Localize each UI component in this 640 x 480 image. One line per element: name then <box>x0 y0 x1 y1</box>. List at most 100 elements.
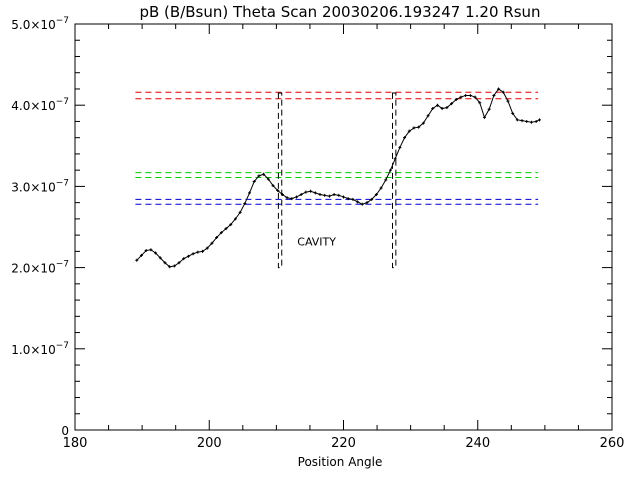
plot-axes: 180 200 220 240 260 0 1.0×10−7 2.0×10−7 3.0×10−7… <box>11 16 624 451</box>
data-point <box>459 95 463 99</box>
data-point <box>309 189 313 193</box>
chart-title: pB (B/Bsun) Theta Scan 20030206.193247 1… <box>139 3 540 21</box>
data-point <box>139 253 143 257</box>
data-point <box>525 119 529 123</box>
data-point <box>149 248 153 252</box>
data-point <box>323 193 327 197</box>
data-point <box>257 174 261 178</box>
data-point <box>346 197 350 201</box>
data-point <box>487 107 491 111</box>
data-point <box>318 193 322 197</box>
data-point <box>144 249 148 253</box>
data-point <box>290 197 294 201</box>
data-point <box>295 195 299 199</box>
data-point <box>172 264 176 268</box>
x-tick-label: 240 <box>465 436 490 451</box>
data-point <box>538 118 542 122</box>
data-point <box>435 103 439 107</box>
y-tick-label: 1.0×10−7 <box>11 341 69 357</box>
x-tick-label: 200 <box>197 436 222 451</box>
data-point <box>219 231 223 235</box>
data-point <box>426 114 430 118</box>
data-point <box>327 194 331 198</box>
data-point <box>332 193 336 197</box>
data-point <box>529 120 533 124</box>
data-point <box>229 223 233 227</box>
data-point <box>205 246 209 250</box>
data-point <box>186 254 190 258</box>
data-point <box>431 106 435 110</box>
y-tick-label: 3.0×10−7 <box>11 178 69 194</box>
data-point <box>511 111 515 115</box>
data-point <box>407 129 411 133</box>
data-point <box>337 193 341 197</box>
data-point <box>534 119 538 123</box>
data-point <box>360 202 364 206</box>
data-point <box>388 168 392 172</box>
data-point <box>158 256 162 260</box>
plot-frame <box>74 23 613 431</box>
x-tick-label: 180 <box>63 436 88 451</box>
data-point <box>280 193 284 197</box>
data-point <box>370 197 374 201</box>
data-point <box>492 93 496 97</box>
data-series <box>135 87 542 269</box>
cavity-annotation: CAVITY <box>297 236 336 249</box>
y-tick-label: 0 <box>61 424 69 438</box>
data-point <box>468 93 472 97</box>
data-point <box>304 190 308 194</box>
data-point <box>182 257 186 261</box>
data-point <box>210 241 214 245</box>
data-point <box>379 186 383 190</box>
cavity-boundary <box>392 92 397 269</box>
data-point <box>154 251 158 255</box>
cavity-boundary <box>277 92 283 269</box>
y-tick-label: 4.0×10−7 <box>11 97 69 113</box>
data-point <box>163 261 167 265</box>
y-tick-label: 5.0×10−7 <box>11 16 69 32</box>
data-point <box>262 172 266 176</box>
cavity-boundaries <box>277 92 397 269</box>
data-point <box>215 236 219 240</box>
data-point <box>473 95 477 99</box>
data-point <box>365 201 369 205</box>
data-point <box>403 136 407 140</box>
x-tick-label: 220 <box>331 436 356 451</box>
y-tick-label: 2.0×10−7 <box>11 260 69 276</box>
data-point <box>351 197 355 201</box>
x-tick-label: 260 <box>600 436 625 451</box>
data-point <box>506 99 510 103</box>
data-point <box>412 126 416 130</box>
data-point <box>440 106 444 110</box>
data-point <box>374 193 378 197</box>
data-point <box>285 196 289 200</box>
data-point <box>421 121 425 125</box>
reference-lines <box>135 91 539 205</box>
data-point <box>201 249 205 253</box>
data-point <box>313 191 317 195</box>
data-point <box>450 102 454 106</box>
data-point <box>276 188 280 192</box>
data-point <box>520 119 524 123</box>
data-point <box>177 261 181 265</box>
data-point <box>478 101 482 105</box>
data-point <box>196 250 200 254</box>
data-point <box>417 125 421 129</box>
data-point <box>515 118 519 122</box>
data-point <box>501 90 505 94</box>
data-point <box>497 87 501 91</box>
data-point <box>252 180 256 184</box>
data-point <box>384 178 388 182</box>
annotations: CAVITY <box>297 236 336 249</box>
data-point <box>398 145 402 149</box>
data-point <box>356 200 360 204</box>
data-point <box>342 195 345 199</box>
data-point <box>238 210 242 214</box>
data-point <box>233 217 237 221</box>
data-point <box>168 265 172 269</box>
data-point <box>266 177 270 181</box>
data-point <box>454 98 458 102</box>
data-point <box>191 252 195 256</box>
data-point <box>393 157 397 161</box>
data-point <box>224 227 228 231</box>
